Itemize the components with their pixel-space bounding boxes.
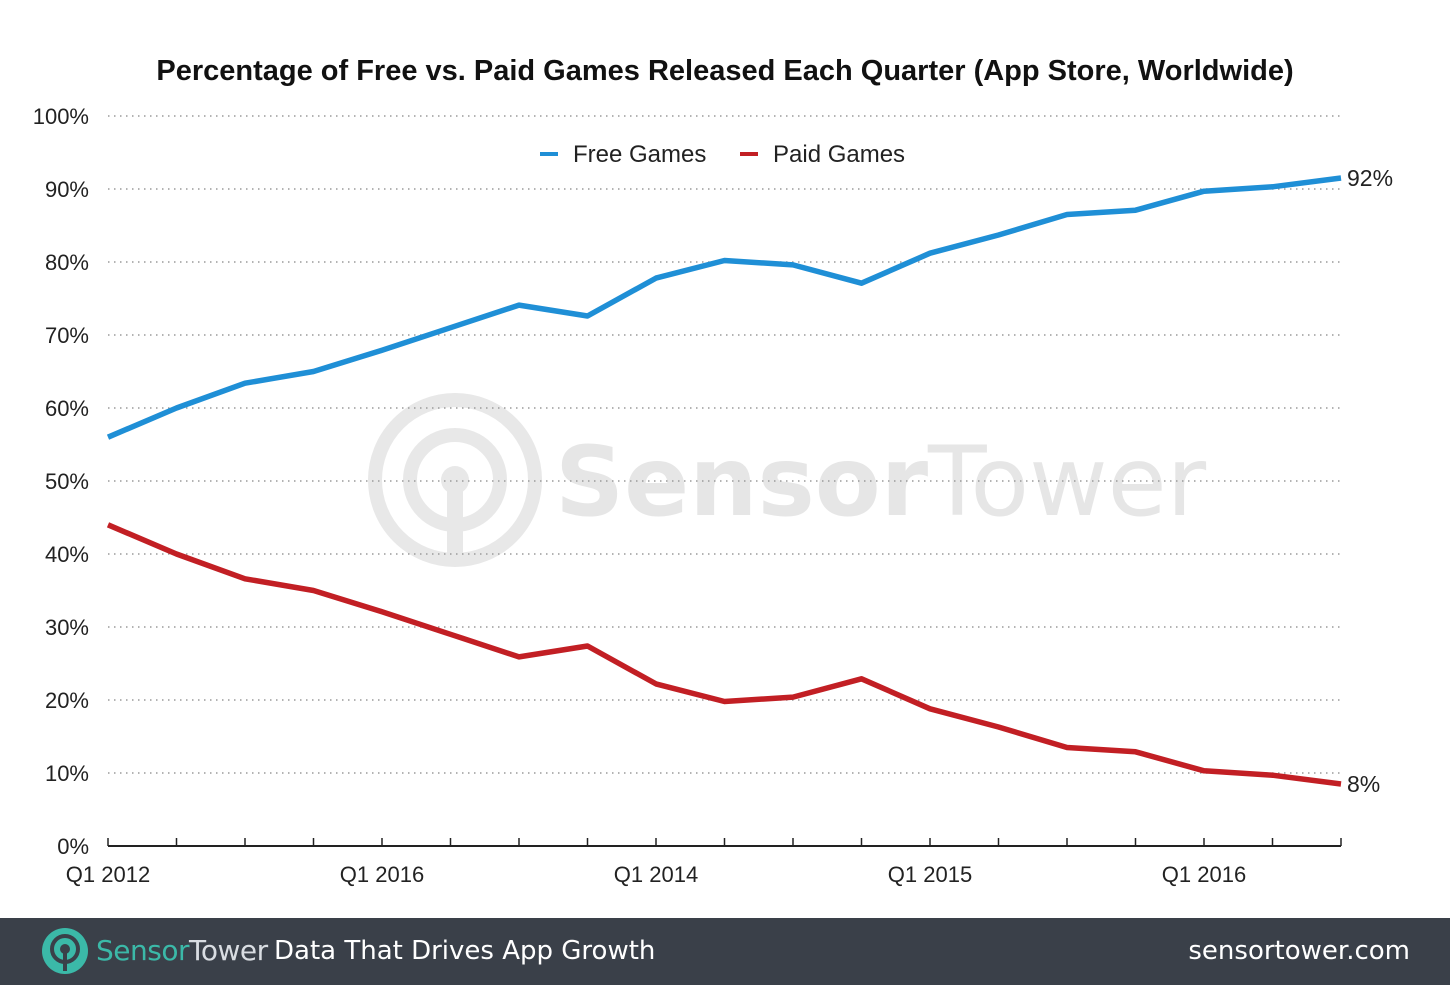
- footer-brand: SensorTower: [96, 934, 268, 967]
- legend-label: Free Games: [573, 141, 706, 168]
- y-tick-label: 20%: [45, 688, 89, 713]
- x-tick-label: Q1 2012: [66, 862, 150, 887]
- y-tick-label: 40%: [45, 542, 89, 567]
- footer-site-link[interactable]: sensortower.com: [1188, 936, 1410, 966]
- chart: SensorTower Percentage of Free vs. Paid …: [33, 55, 1393, 887]
- grid: [108, 115, 1341, 774]
- end-value-label: 92%: [1347, 165, 1393, 191]
- series-line-paid-games: [106, 522, 1342, 787]
- watermark-text: SensorTower: [555, 426, 1207, 538]
- y-tick-label: 50%: [45, 469, 89, 494]
- series-line-free-games: [106, 175, 1342, 440]
- watermark: SensorTower: [368, 393, 1207, 567]
- y-tick-label: 100%: [33, 104, 89, 129]
- x-tick-label: Q1 2016: [1162, 862, 1246, 887]
- y-tick-label: 0%: [57, 834, 89, 859]
- y-tick-label: 80%: [45, 250, 89, 275]
- end-labels: 92% 8%: [1347, 165, 1393, 797]
- x-tick-label: Q1 2015: [888, 862, 972, 887]
- y-tick-label: 60%: [45, 396, 89, 421]
- series-lines: [106, 175, 1342, 787]
- y-tick-label: 90%: [45, 177, 89, 202]
- legend-label: Paid Games: [773, 141, 905, 168]
- footer-bar: SensorTower Data That Drives App Growth …: [0, 918, 1450, 985]
- y-tick-label: 10%: [45, 761, 89, 786]
- chart-title: Percentage of Free vs. Paid Games Releas…: [156, 55, 1293, 87]
- sensortower-watermark-icon: [368, 393, 542, 567]
- x-tick-label: Q1 2016: [340, 862, 424, 887]
- sensortower-logo-icon: [42, 928, 88, 974]
- end-value-label: 8%: [1347, 771, 1380, 797]
- legend: Free Games Paid Games: [540, 141, 905, 168]
- x-tick-label: Q1 2014: [614, 862, 698, 887]
- y-tick-label: 30%: [45, 615, 89, 640]
- y-axis: 0% 10% 20% 30% 40% 50% 60% 70% 80% 90% 100%: [33, 104, 89, 859]
- x-axis: Q1 2012 Q1 2016 Q1 2014 Q1 2015 Q1 2016: [66, 838, 1342, 887]
- footer-tagline: Data That Drives App Growth: [274, 936, 656, 966]
- y-tick-label: 70%: [45, 323, 89, 348]
